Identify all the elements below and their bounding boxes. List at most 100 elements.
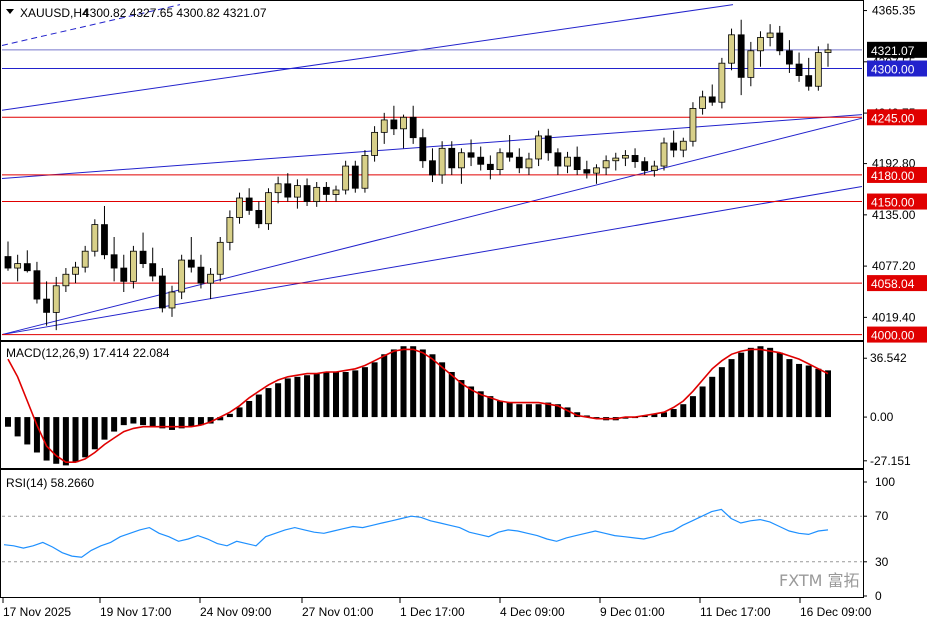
candle-body [274, 183, 282, 194]
macd-histogram-bar [149, 417, 156, 427]
price-tag-box [867, 41, 927, 58]
price-tick-label: 4019.40 [872, 310, 916, 324]
macd-histogram-bar [419, 349, 426, 418]
macd-histogram-bar [352, 370, 359, 418]
candle-body [342, 165, 350, 191]
macd-histogram-bar [5, 417, 11, 427]
candle-body [322, 186, 330, 195]
price-tag-label: 4058.04 [871, 277, 915, 291]
trend-channels [1, 4, 863, 336]
price-tag-label: 4000.00 [871, 329, 915, 343]
candle-body [149, 263, 157, 277]
candle-body [824, 49, 832, 53]
macd-histogram-bar [815, 368, 822, 418]
macd-histogram-bar [304, 375, 311, 418]
candle-body [400, 116, 407, 130]
candle-body [52, 285, 60, 313]
candle-body [197, 266, 205, 284]
macd-histogram-bar [207, 417, 214, 424]
rsi-tick-label: 0 [875, 589, 882, 603]
ohlc-header: 4300.82 4327.65 4300.82 4321.07 [83, 6, 267, 20]
price-tags: 4321.07 4300.00 4245.00 4180.00 4150.00 4058.… [867, 41, 927, 343]
candle-body [178, 259, 186, 293]
candle-body [303, 185, 311, 202]
macd-histogram-bar [506, 402, 513, 418]
macd-histogram-bar [323, 371, 330, 418]
rsi-tick-label: 70 [875, 509, 889, 523]
rsi-tick-label: 30 [875, 555, 889, 569]
macd-histogram-bar [429, 354, 436, 418]
time-tick-label: 17 Nov 2025 [3, 605, 71, 619]
macd-histogram-bar [159, 417, 166, 429]
macd-histogram-bar [169, 417, 175, 430]
candle-body [631, 155, 639, 163]
candlestick-series [4, 19, 832, 331]
price-tick-label: 4365.35 [872, 4, 916, 18]
horizontal-levels [2, 68, 862, 336]
candle-body [660, 142, 668, 167]
macd-histogram-bar [284, 378, 291, 418]
macd-tick-label: 36.542 [870, 351, 907, 365]
candle-body [737, 34, 745, 78]
macd-histogram-bar [709, 376, 716, 418]
macd-histogram-bar [140, 417, 147, 426]
price-tag-label: 4321.07 [871, 44, 915, 58]
candle-body [158, 275, 166, 309]
price-tag-box [867, 275, 927, 292]
candle-body [486, 163, 494, 171]
macd-histogram-bar [62, 417, 69, 466]
candle-body [429, 160, 436, 176]
macd-header: MACD(12,26,9) 17.414 22.084 [6, 346, 170, 360]
macd-histogram-bar [255, 394, 262, 418]
macd-histogram-bar [246, 400, 253, 418]
macd-histogram-bar [24, 417, 31, 445]
candle-body [187, 259, 195, 268]
macd-histogram-bar [14, 417, 21, 437]
price-tag-box [867, 60, 927, 77]
price-tag-box [867, 193, 927, 210]
price-tag-box [867, 326, 927, 343]
candle-body [757, 37, 764, 52]
rsi-header: RSI(14) 58.2660 [6, 476, 94, 490]
candle-body [207, 273, 214, 284]
candle-body [728, 34, 735, 64]
candle-body [699, 96, 706, 109]
candle-body [351, 165, 359, 189]
macd-histogram-bar [525, 404, 532, 418]
candle-body [747, 50, 755, 78]
candle-body [602, 160, 610, 169]
macd-histogram-bar [670, 409, 677, 418]
macd-histogram-bar [796, 363, 803, 418]
macd-histogram-bar [188, 417, 195, 427]
candle-body [23, 263, 31, 272]
macd-histogram-bar [265, 388, 272, 418]
time-tick-label: 24 Nov 09:00 [200, 605, 272, 619]
candle-body [679, 140, 687, 151]
macd-histogram-bar [825, 370, 831, 418]
macd-histogram-bar [516, 404, 523, 418]
candle-body [313, 186, 321, 202]
candle-body [284, 183, 292, 198]
macd-histogram-bar [554, 404, 561, 418]
macd-histogram-bar [680, 404, 687, 418]
candle-body [332, 189, 340, 195]
candle-body [535, 135, 542, 160]
macd-indicator [5, 346, 831, 466]
symbol-dropdown-icon[interactable] [6, 9, 14, 14]
price-tick-label: 4135.00 [872, 208, 916, 222]
macd-histogram-bar [728, 359, 735, 418]
candle-body [62, 273, 70, 287]
candle-body [101, 224, 108, 256]
candle-body [72, 266, 79, 275]
macd-histogram-bar [661, 412, 667, 418]
candle-body [33, 270, 41, 300]
macd-histogram-bar [439, 362, 446, 418]
candle-body [786, 50, 793, 65]
macd-tick-label: -27.151 [870, 454, 911, 468]
macd-histogram-bar [111, 417, 118, 432]
candle-body [168, 291, 176, 309]
candle-body [544, 135, 552, 154]
rsi-tick-label: 100 [875, 475, 895, 489]
macd-histogram-bar [400, 346, 407, 418]
